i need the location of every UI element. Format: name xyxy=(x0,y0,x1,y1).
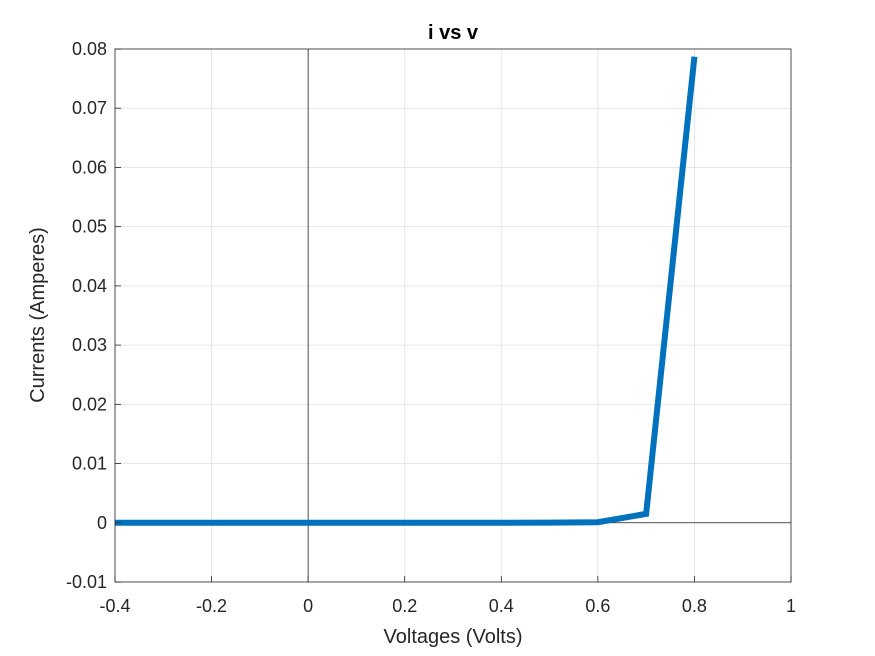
y-tick-label: 0.07 xyxy=(72,98,107,118)
y-axis-label: Currents (Amperes) xyxy=(27,227,49,403)
series-line xyxy=(115,56,698,526)
x-tick-label: 0 xyxy=(303,596,313,616)
plot-background xyxy=(115,49,791,582)
y-tick-label: 0 xyxy=(97,513,107,533)
y-tick-label: 0.04 xyxy=(72,276,107,296)
y-tick-label: 0.03 xyxy=(72,335,107,355)
y-tick-label: 0.01 xyxy=(72,454,107,474)
y-tick-label: 0.06 xyxy=(72,157,107,177)
y-tick-label: 0.02 xyxy=(72,394,107,414)
y-tick-label: 0.05 xyxy=(72,217,107,237)
x-tick-label: 0.2 xyxy=(392,596,417,616)
ticks: -0.4 -0.2 0 0.2 0.4 0.6 0.8 1 -0.01 0 0.01 0.02 0.03… xyxy=(66,39,796,616)
y-tick-label: -0.01 xyxy=(66,572,107,592)
y-tick-label: 0.08 xyxy=(72,39,107,59)
x-tick-label: 0.6 xyxy=(585,596,610,616)
chart-title: i vs v xyxy=(428,22,479,44)
series-layer xyxy=(115,56,698,526)
x-tick-label: -0.2 xyxy=(196,596,227,616)
x-tick-label: 1 xyxy=(786,596,796,616)
x-tick-label: 0.8 xyxy=(682,596,707,616)
x-tick-label: 0.4 xyxy=(489,596,514,616)
plot-frame xyxy=(114,48,792,583)
x-tick-label: -0.4 xyxy=(99,596,130,616)
x-axis-label: Voltages (Volts) xyxy=(384,626,523,648)
